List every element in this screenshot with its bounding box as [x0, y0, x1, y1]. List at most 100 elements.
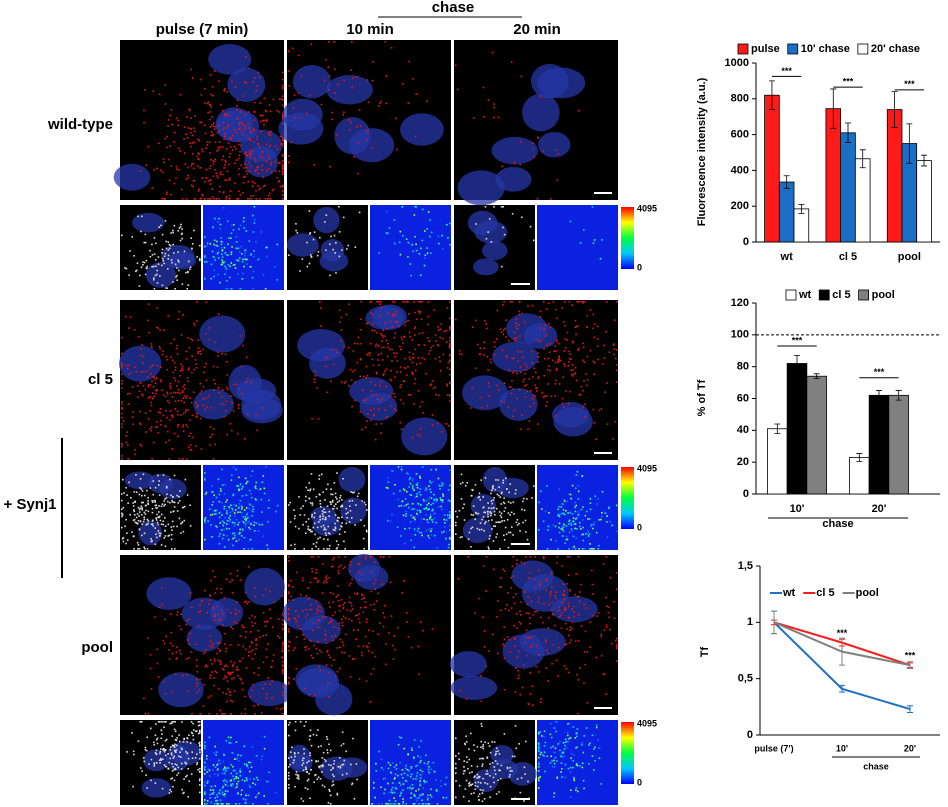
speck [198, 188, 200, 191]
speck [506, 766, 509, 769]
speck [478, 528, 481, 531]
speck [493, 103, 495, 105]
speck [429, 480, 431, 483]
speck [282, 198, 284, 200]
speck [479, 674, 482, 677]
speck [444, 526, 446, 528]
speck [363, 597, 365, 600]
speck [556, 367, 558, 370]
speck [303, 725, 306, 727]
speck [576, 470, 579, 473]
speck [423, 518, 425, 520]
speck [282, 145, 284, 147]
heatmap-panel [537, 465, 618, 550]
speck [263, 795, 265, 797]
speck [247, 123, 249, 125]
speck [260, 231, 263, 233]
speck [140, 488, 143, 490]
speck [574, 523, 577, 525]
speck [164, 198, 166, 200]
speck [405, 510, 407, 513]
speck [245, 802, 247, 804]
speck [214, 126, 217, 128]
speck [250, 198, 253, 200]
speck [221, 520, 224, 522]
speck [236, 432, 239, 435]
speck [137, 336, 140, 338]
speck [211, 491, 214, 493]
speck [525, 629, 528, 632]
speck [146, 267, 148, 270]
speck [421, 799, 423, 802]
speck [132, 423, 134, 426]
speck [282, 691, 284, 694]
speck [562, 583, 565, 586]
speck [376, 398, 379, 401]
speck [197, 624, 200, 627]
speck [167, 249, 170, 251]
speck [236, 109, 238, 111]
speck [259, 187, 262, 190]
speck [251, 642, 253, 644]
speck [266, 246, 268, 249]
speck [174, 750, 177, 753]
speck [196, 682, 199, 685]
speck [407, 753, 409, 756]
speck [434, 357, 437, 360]
speck [176, 611, 179, 614]
speck [289, 579, 292, 582]
speck [241, 260, 244, 263]
speck [465, 698, 468, 700]
speck [280, 98, 283, 100]
speck [155, 265, 157, 268]
speck [156, 307, 159, 309]
speck [151, 187, 153, 190]
speck [163, 751, 166, 753]
speck [236, 784, 239, 787]
speck [168, 419, 171, 421]
speck [219, 511, 222, 514]
speck [482, 789, 484, 792]
speck [282, 95, 284, 98]
speck [158, 505, 160, 507]
speck [207, 180, 210, 182]
speck [152, 265, 155, 268]
speck [512, 575, 515, 577]
speck [578, 548, 580, 550]
speck [421, 356, 424, 359]
speck [237, 777, 240, 780]
speck [482, 743, 485, 746]
speck [212, 791, 215, 794]
speck [170, 109, 173, 111]
speck [312, 238, 315, 241]
speck [457, 577, 460, 580]
speck [327, 532, 330, 534]
speck [319, 607, 322, 609]
speck [199, 121, 201, 124]
speck [244, 125, 247, 128]
speck [228, 115, 231, 117]
colorbar [621, 207, 634, 269]
speck [158, 606, 161, 608]
speck [158, 515, 161, 518]
speck [239, 579, 242, 582]
speck [123, 492, 125, 494]
speck [166, 146, 168, 149]
speck [218, 130, 220, 133]
speck [589, 646, 591, 648]
speck [317, 579, 320, 582]
speck [524, 321, 526, 324]
speck [235, 132, 238, 134]
speck [205, 755, 208, 757]
speck [441, 482, 443, 484]
speck [224, 784, 227, 786]
speck [569, 590, 571, 592]
speck [158, 759, 161, 762]
speck [480, 725, 483, 728]
speck [507, 546, 510, 549]
speck [248, 784, 251, 787]
speck [555, 659, 558, 662]
speck [164, 525, 167, 527]
speck [322, 581, 325, 584]
speck [140, 354, 142, 357]
